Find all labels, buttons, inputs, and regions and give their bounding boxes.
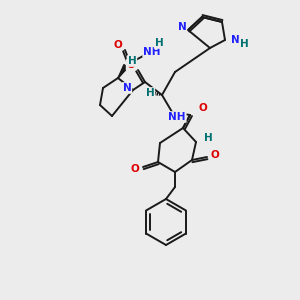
Polygon shape [118,64,128,78]
Text: H: H [128,56,136,66]
Text: H: H [146,88,154,98]
Text: N: N [231,35,239,45]
Text: O: O [114,40,122,50]
Text: NH: NH [168,112,186,122]
Text: H: H [240,39,248,49]
Text: H: H [204,133,212,143]
Text: O: O [199,103,207,113]
Text: O: O [130,164,140,174]
Text: O: O [127,60,135,70]
Text: N: N [123,83,131,93]
Text: H: H [154,38,164,48]
Text: O: O [211,150,219,160]
Text: NH: NH [143,47,161,57]
Text: N: N [178,22,186,32]
